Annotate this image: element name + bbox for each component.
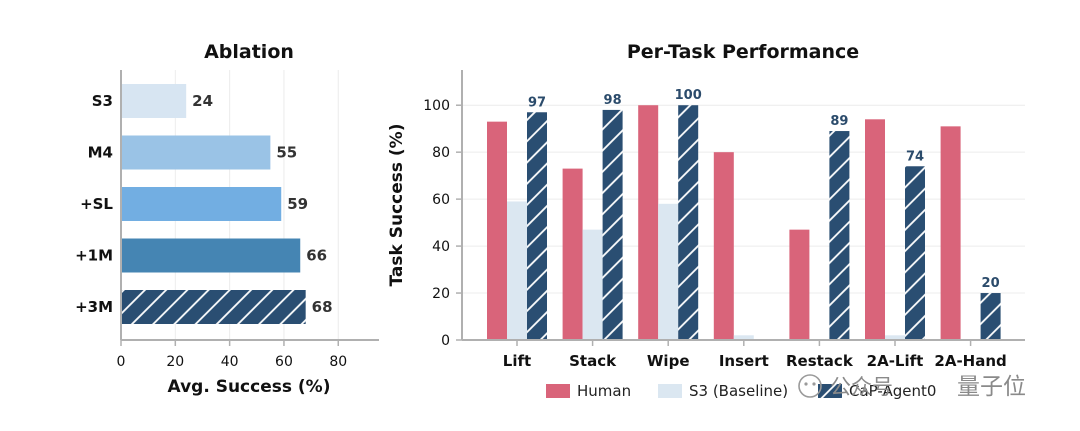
per-task-chart: Per-Task Performance 97 98 100 89 74 20 0 20 40… — [387, 41, 1025, 400]
wechat-icon-dot — [804, 382, 808, 386]
per-task-category-label: 2A-Hand — [934, 352, 1006, 370]
ablation-value-label: 68 — [312, 298, 333, 316]
ablation-value-label: 24 — [192, 92, 213, 110]
ablation-x-ticks: 0 20 40 60 80 — [117, 340, 347, 370]
per-task-bar-capagent0 — [678, 105, 699, 340]
per-task-y-ticks: 0 20 40 60 80 100 — [423, 98, 462, 349]
ablation-bar-s3 — [121, 84, 187, 118]
per-task-y-tick-label: 0 — [441, 333, 450, 349]
per-task-category-label: Restack — [786, 352, 854, 370]
per-task-bar-s3baseline — [507, 201, 527, 340]
ablation-value-label: 66 — [306, 247, 327, 265]
legend-label: CaP-Agent0 — [849, 382, 936, 400]
ablation-value-label: 59 — [287, 195, 308, 213]
ablation-x-tick-label: 60 — [275, 354, 293, 370]
per-task-value-label: 89 — [830, 114, 848, 129]
per-task-bar-capagent0 — [980, 293, 1001, 340]
per-task-y-tick-label: 20 — [432, 286, 450, 302]
ablation-title: Ablation — [204, 41, 294, 63]
per-task-category-label: Wipe — [647, 352, 690, 370]
wechat-icon — [798, 374, 822, 398]
per-task-value-label: 74 — [906, 149, 924, 164]
per-task-bar-human — [638, 105, 659, 340]
ablation-x-tick-label: 20 — [166, 354, 184, 370]
ablation-x-tick-label: 40 — [221, 354, 239, 370]
per-task-bar-human — [789, 229, 810, 340]
wechat-icon-dot-2 — [812, 382, 816, 386]
per-task-bar-human — [865, 119, 885, 340]
watermark-text-2: 量子位 — [957, 374, 1026, 400]
per-task-bar-human — [487, 121, 507, 340]
per-task-value-label: 98 — [604, 93, 622, 108]
per-task-y-tick-label: 100 — [423, 98, 450, 114]
legend-swatch — [658, 384, 682, 398]
per-task-bar-capagent0 — [527, 112, 547, 341]
per-task-category-label: 2A-Lift — [867, 352, 924, 370]
per-task-bar-capagent0 — [905, 166, 925, 340]
per-task-bar-capagent0 — [829, 131, 850, 340]
ablation-category-label: S3 — [92, 92, 113, 110]
ablation-category-label: M4 — [88, 144, 113, 162]
ablation-value-labels: 24 55 59 66 68 — [192, 92, 332, 316]
per-task-bar-s3baseline — [733, 335, 754, 340]
ablation-bars — [121, 84, 306, 324]
ablation-category-label: +3M — [75, 298, 113, 316]
legend-label: S3 (Baseline) — [689, 382, 788, 400]
per-task-value-labels: 97 98 100 89 74 20 — [528, 88, 1000, 291]
per-task-category-label: Stack — [569, 352, 617, 370]
ablation-category-label: +SL — [80, 195, 113, 213]
ablation-bar-m4 — [121, 135, 271, 170]
per-task-category-labels: Lift Stack Wipe Insert Restack 2A-Lift 2A-Hand — [503, 340, 1007, 370]
per-task-value-label: 97 — [528, 95, 546, 110]
watermark-text-1: 公众号 — [830, 375, 893, 399]
per-task-bar-human — [713, 152, 734, 340]
ablation-x-tick-label: 80 — [329, 354, 347, 370]
per-task-category-label: Lift — [503, 352, 531, 370]
ablation-bar-3m — [121, 290, 306, 324]
per-task-y-tick-label: 80 — [432, 145, 450, 161]
legend-swatch — [546, 384, 570, 398]
per-task-y-tick-label: 60 — [432, 192, 450, 208]
ablation-bar-sl — [121, 187, 282, 221]
ablation-category-labels: S3 M4 +SL +1M +3M — [75, 92, 113, 316]
per-task-value-label: 100 — [675, 88, 702, 103]
per-task-y-axis-label: Task Success (%) — [387, 124, 407, 287]
ablation-x-axis-label: Avg. Success (%) — [168, 377, 331, 397]
per-task-y-tick-label: 40 — [432, 239, 450, 255]
per-task-value-label: 20 — [982, 276, 1000, 291]
per-task-title: Per-Task Performance — [627, 41, 859, 63]
per-task-bar-s3baseline — [885, 335, 905, 340]
per-task-legend: Human S3 (Baseline) CaP-Agent0 — [546, 382, 936, 400]
per-task-bars — [487, 105, 1001, 341]
per-task-bar-human — [562, 168, 583, 340]
legend-label: Human — [577, 382, 631, 400]
watermark: 公众号 量子位 — [798, 374, 1026, 400]
ablation-value-label: 55 — [276, 144, 297, 162]
legend-swatch — [818, 384, 842, 398]
per-task-category-label: Insert — [719, 352, 769, 370]
per-task-bar-capagent0 — [602, 109, 623, 340]
ablation-category-label: +1M — [75, 247, 113, 265]
per-task-bar-human — [940, 126, 961, 340]
ablation-bar-1m — [121, 238, 301, 273]
ablation-chart: Ablation S3 M4 +SL +1M +3M 24 55 59 66 68 0 20 40 6… — [75, 41, 379, 397]
per-task-bar-s3baseline — [582, 229, 603, 340]
ablation-x-tick-label: 0 — [117, 354, 126, 370]
per-task-bar-s3baseline — [658, 203, 679, 340]
